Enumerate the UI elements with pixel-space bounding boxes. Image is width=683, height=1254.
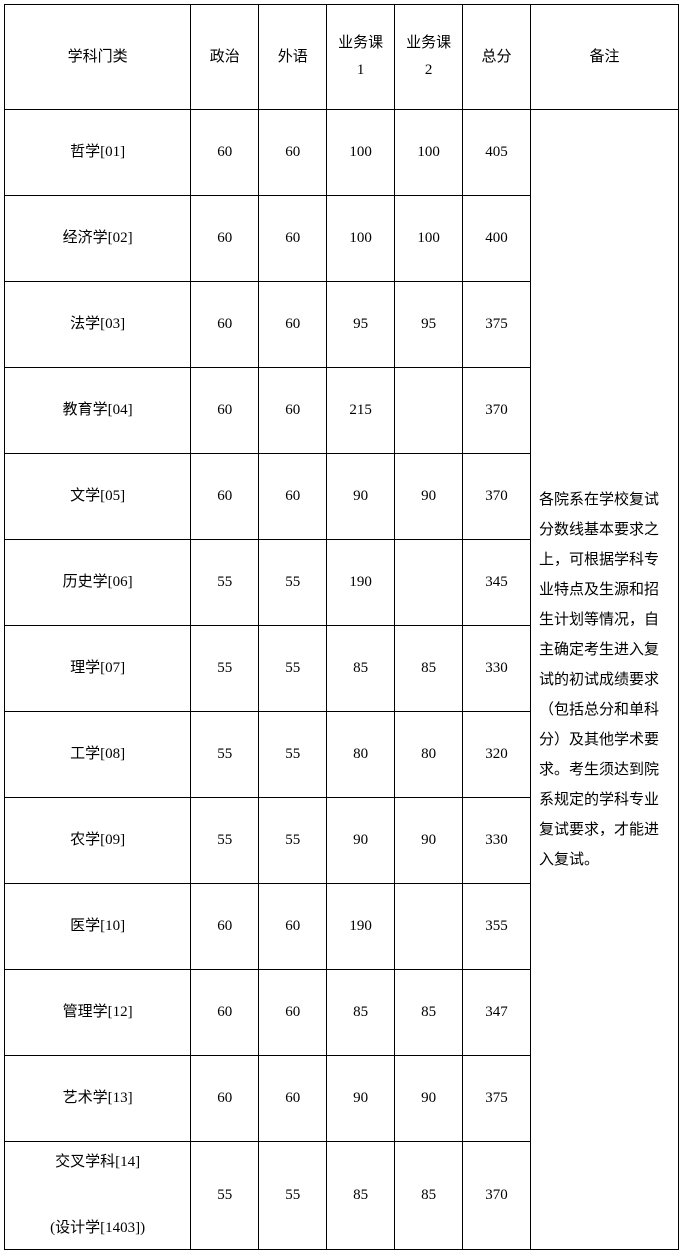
table-row: 哲学[01]6060100100405各院系在学校复试分数线基本要求之上，可根据… — [5, 110, 679, 196]
cell-politics: 55 — [191, 540, 259, 626]
cell-foreign_lang: 55 — [259, 798, 327, 884]
cell-course2: 100 — [395, 196, 463, 282]
cell-subject-line2: (设计学[1403]) — [50, 1220, 145, 1236]
cell-course2: 85 — [395, 1142, 463, 1250]
cell-politics: 60 — [191, 368, 259, 454]
cell-politics: 55 — [191, 712, 259, 798]
cell-politics: 60 — [191, 884, 259, 970]
cell-total: 375 — [463, 1056, 531, 1142]
header-course2-line1: 业务课 — [406, 35, 451, 51]
cell-subject: 理学[07] — [5, 626, 191, 712]
cell-foreign_lang: 60 — [259, 884, 327, 970]
cell-politics: 60 — [191, 196, 259, 282]
cell-subject: 艺术学[13] — [5, 1056, 191, 1142]
cell-total: 345 — [463, 540, 531, 626]
header-course2: 业务课 2 — [395, 5, 463, 110]
cell-course1: 100 — [327, 196, 395, 282]
cell-subject: 哲学[01] — [5, 110, 191, 196]
cell-foreign_lang: 60 — [259, 454, 327, 540]
cell-foreign_lang: 55 — [259, 712, 327, 798]
cell-course2: 90 — [395, 798, 463, 884]
cell-politics: 60 — [191, 110, 259, 196]
cell-foreign_lang: 55 — [259, 540, 327, 626]
cell-course1: 95 — [327, 282, 395, 368]
cell-total: 355 — [463, 884, 531, 970]
cell-foreign_lang: 60 — [259, 282, 327, 368]
cell-total: 330 — [463, 626, 531, 712]
cell-subject: 农学[09] — [5, 798, 191, 884]
header-row: 学科门类 政治 外语 业务课 1 业务课 2 总分 备注 — [5, 5, 679, 110]
cell-subject: 法学[03] — [5, 282, 191, 368]
cell-course2: 100 — [395, 110, 463, 196]
cell-subject: 工学[08] — [5, 712, 191, 798]
cell-total: 370 — [463, 1142, 531, 1250]
cell-subject: 文学[05] — [5, 454, 191, 540]
cell-course2: 85 — [395, 626, 463, 712]
header-foreign-lang: 外语 — [259, 5, 327, 110]
cell-course2: 85 — [395, 970, 463, 1056]
cell-course2 — [395, 884, 463, 970]
cell-foreign_lang: 55 — [259, 1142, 327, 1250]
cell-foreign_lang: 60 — [259, 196, 327, 282]
cell-politics: 55 — [191, 798, 259, 884]
remark-cell: 各院系在学校复试分数线基本要求之上，可根据学科专业特点及生源和招生计划等情况，自… — [530, 110, 678, 1250]
cell-subject-line1: 交叉学科[14] — [55, 1154, 140, 1170]
cell-politics: 55 — [191, 1142, 259, 1250]
cell-politics: 60 — [191, 282, 259, 368]
cell-foreign_lang: 55 — [259, 626, 327, 712]
score-table: 学科门类 政治 外语 业务课 1 业务课 2 总分 备注 哲学[01]60601… — [4, 4, 679, 1250]
cell-course2: 90 — [395, 1056, 463, 1142]
cell-foreign_lang: 60 — [259, 1056, 327, 1142]
cell-politics: 60 — [191, 970, 259, 1056]
cell-total: 400 — [463, 196, 531, 282]
cell-politics: 60 — [191, 1056, 259, 1142]
cell-total: 370 — [463, 368, 531, 454]
cell-course1: 190 — [327, 884, 395, 970]
cell-course1: 90 — [327, 798, 395, 884]
header-subject: 学科门类 — [5, 5, 191, 110]
cell-total: 370 — [463, 454, 531, 540]
cell-course2: 80 — [395, 712, 463, 798]
cell-course1: 90 — [327, 454, 395, 540]
cell-foreign_lang: 60 — [259, 110, 327, 196]
cell-course2 — [395, 368, 463, 454]
cell-subject: 教育学[04] — [5, 368, 191, 454]
cell-course2 — [395, 540, 463, 626]
cell-politics: 60 — [191, 454, 259, 540]
cell-foreign_lang: 60 — [259, 368, 327, 454]
cell-subject: 历史学[06] — [5, 540, 191, 626]
cell-subject: 医学[10] — [5, 884, 191, 970]
cell-course1: 80 — [327, 712, 395, 798]
header-course2-line2: 2 — [425, 62, 433, 78]
cell-total: 320 — [463, 712, 531, 798]
header-politics: 政治 — [191, 5, 259, 110]
cell-foreign_lang: 60 — [259, 970, 327, 1056]
cell-course1: 190 — [327, 540, 395, 626]
cell-course1: 85 — [327, 970, 395, 1056]
cell-course2: 95 — [395, 282, 463, 368]
header-course1: 业务课 1 — [327, 5, 395, 110]
cell-total: 405 — [463, 110, 531, 196]
cell-course2: 90 — [395, 454, 463, 540]
cell-subject: 管理学[12] — [5, 970, 191, 1056]
cell-total: 347 — [463, 970, 531, 1056]
cell-course1: 85 — [327, 1142, 395, 1250]
cell-course1: 100 — [327, 110, 395, 196]
cell-course1: 85 — [327, 626, 395, 712]
cell-subject: 交叉学科[14] (设计学[1403]) — [5, 1142, 191, 1250]
header-remark: 备注 — [530, 5, 678, 110]
header-course1-line1: 业务课 — [338, 35, 383, 51]
header-total: 总分 — [463, 5, 531, 110]
cell-subject: 经济学[02] — [5, 196, 191, 282]
cell-course1: 215 — [327, 368, 395, 454]
header-course1-line2: 1 — [357, 62, 365, 78]
cell-total: 375 — [463, 282, 531, 368]
cell-course1: 90 — [327, 1056, 395, 1142]
cell-total: 330 — [463, 798, 531, 884]
cell-politics: 55 — [191, 626, 259, 712]
